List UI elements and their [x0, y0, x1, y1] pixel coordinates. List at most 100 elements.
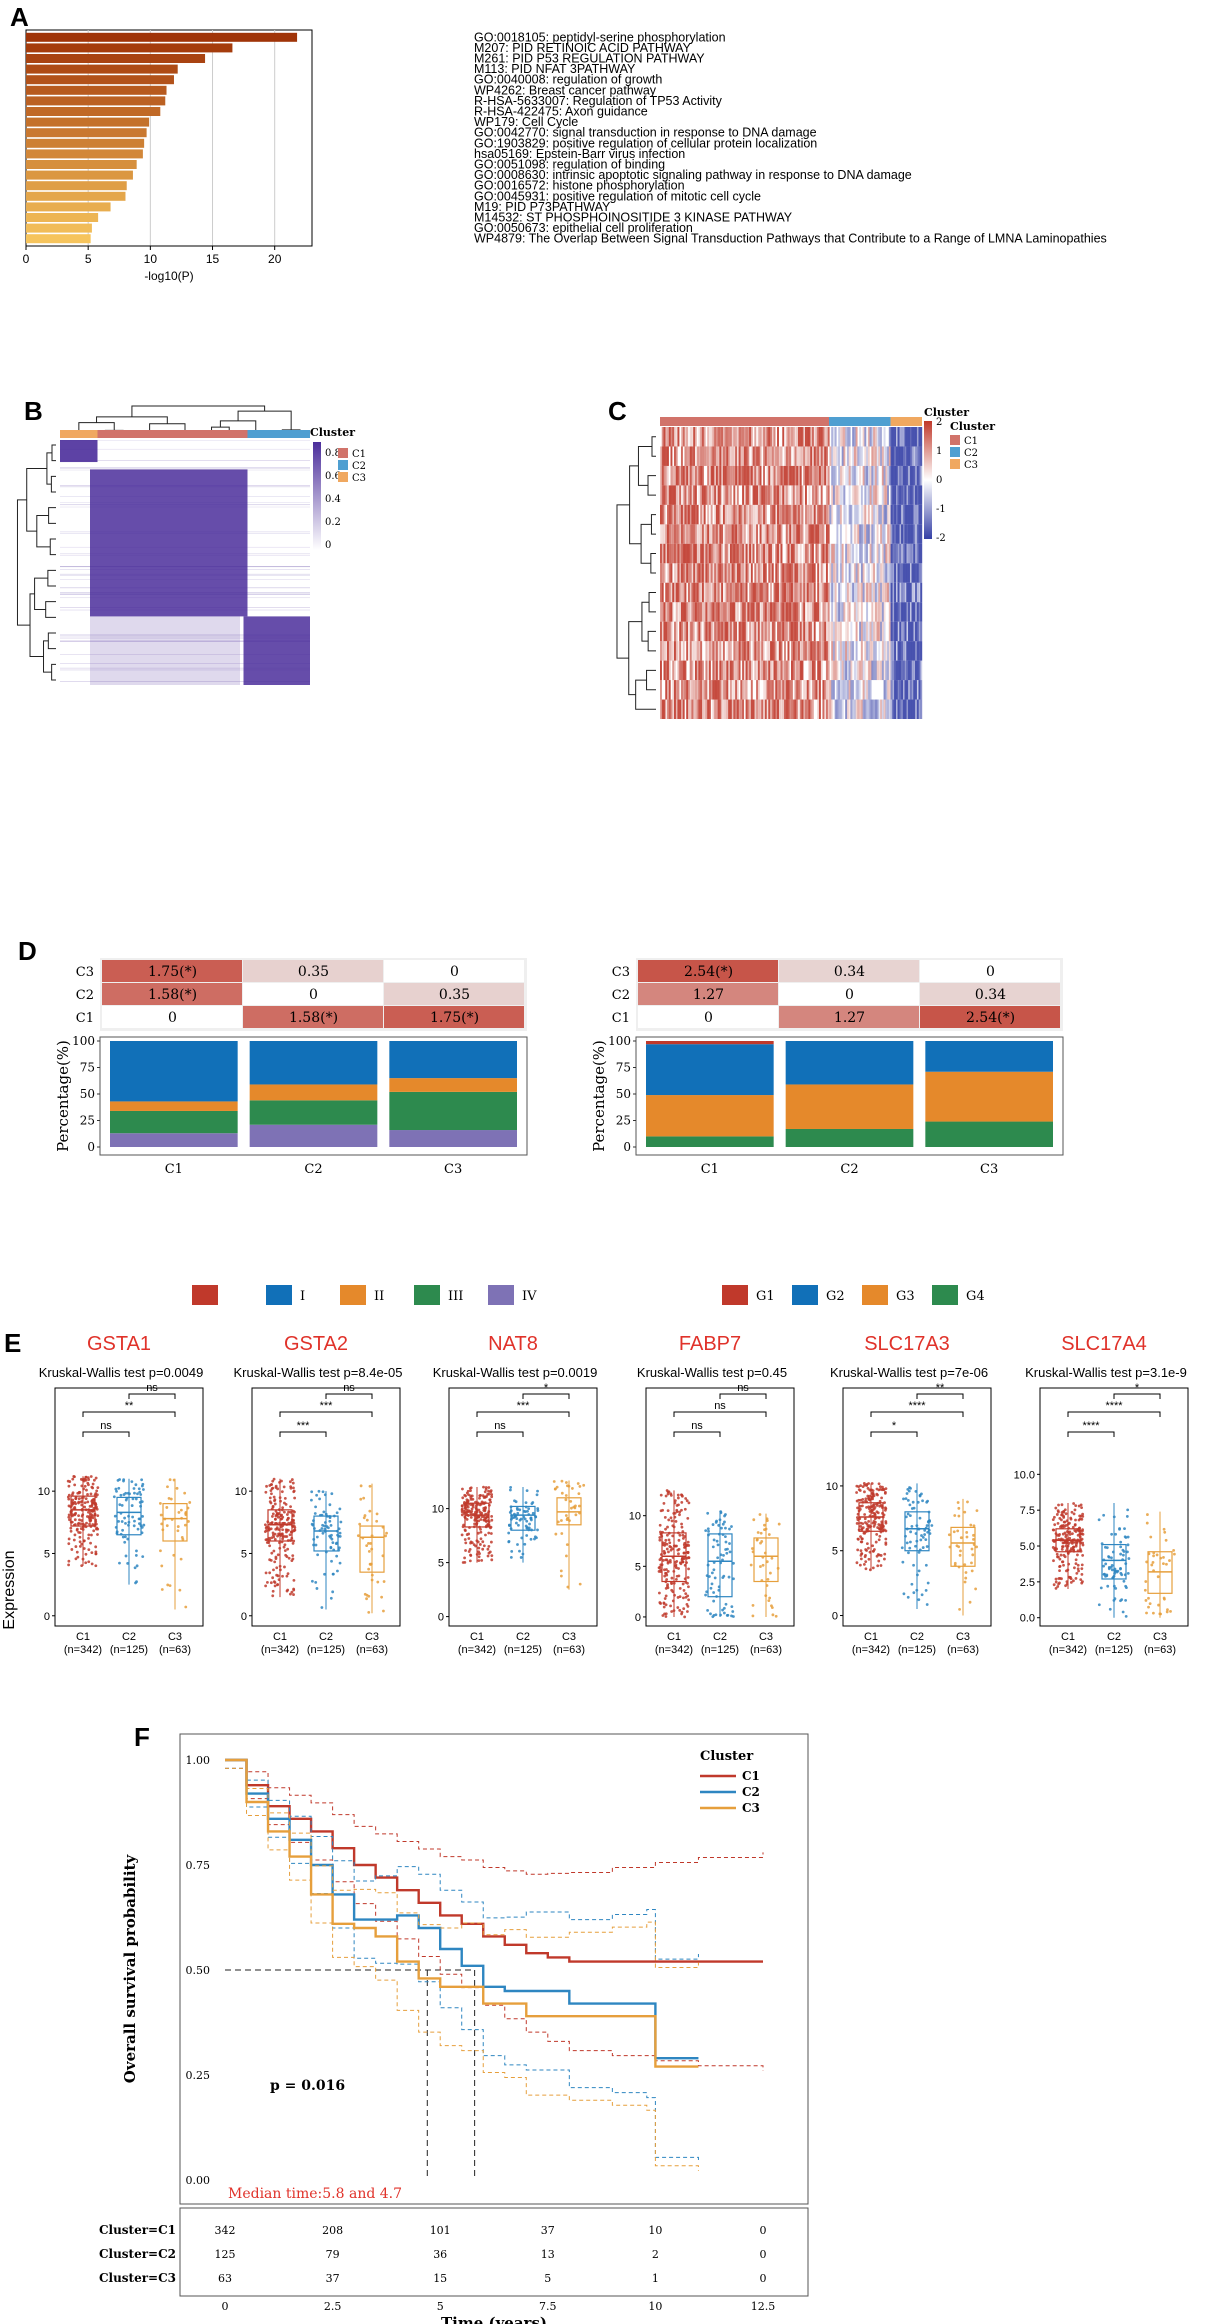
point-c3: [966, 1500, 969, 1504]
point-c1: [678, 1513, 681, 1517]
heat-cell: [808, 504, 811, 525]
point-c1: [286, 1588, 290, 1592]
heat-cell: [693, 504, 696, 525]
heat-cell: [703, 680, 706, 700]
heat-cell: [811, 543, 814, 564]
heat-cell: [726, 485, 729, 505]
heat-cell: [848, 699, 851, 719]
point-c1: [668, 1559, 672, 1562]
point-c1: [680, 1493, 684, 1497]
y-tick-label: 10: [629, 1511, 641, 1523]
heat-cell: [665, 582, 668, 603]
point-c3: [768, 1596, 772, 1600]
point-c3: [956, 1529, 960, 1533]
x-tick-label: C1: [1061, 1631, 1075, 1643]
point-c1: [867, 1505, 871, 1509]
heat-cell: [909, 524, 912, 544]
point-c1: [293, 1510, 296, 1514]
heat-cell: [904, 602, 907, 622]
heat-cell: [845, 660, 848, 681]
heat-cell: [696, 660, 699, 681]
heat-cell: [728, 446, 731, 466]
heat-cell: [918, 602, 921, 622]
risk-value: 0: [760, 2272, 767, 2285]
stack-segment-IV: [249, 1124, 378, 1147]
point-c2: [1120, 1598, 1124, 1601]
point-c1: [667, 1518, 671, 1522]
heat-cell: [784, 602, 786, 622]
heat-cell: [850, 699, 853, 719]
heat-cell: [909, 485, 912, 505]
heat-cell: [717, 660, 720, 681]
heat-cell: [874, 699, 877, 719]
point-c1: [682, 1596, 685, 1600]
heat-cell: [867, 465, 870, 486]
heat-cell: [733, 621, 736, 642]
heat-cell: [787, 602, 790, 622]
heat-cell: [679, 699, 682, 719]
heat-cell: [660, 582, 662, 603]
point-c1: [680, 1508, 683, 1512]
heat-cell: [820, 504, 823, 525]
heat-cell: [904, 582, 907, 603]
heat-cell: [661, 699, 664, 719]
heat-cell: [759, 699, 762, 719]
heat-cell: [686, 485, 689, 505]
point-c1: [686, 1551, 690, 1555]
sig-label: *: [1135, 1382, 1140, 1394]
heat-cell: [729, 524, 732, 544]
heat-cell: [797, 465, 800, 486]
heat-cell: [686, 563, 689, 583]
heat-cell: [864, 427, 867, 447]
heat-cell: [869, 641, 872, 661]
point-c2: [508, 1488, 512, 1492]
point-c1: [70, 1548, 74, 1551]
heat-cell: [818, 602, 821, 622]
heat-cell: [736, 582, 739, 603]
point-c2: [1119, 1540, 1123, 1544]
colorbar: [313, 442, 321, 550]
ci-upper-C2: [225, 1759, 699, 1960]
heat-cell: [742, 680, 745, 700]
heat-cell: [782, 504, 785, 525]
point-c1: [676, 1493, 680, 1497]
point-c1: [1081, 1528, 1084, 1532]
heat-cell: [887, 485, 890, 505]
heat-cell: [895, 680, 898, 700]
point-c2: [132, 1487, 136, 1490]
heat-cell: [775, 446, 778, 466]
point-c1: [1051, 1538, 1055, 1542]
heat-cell: [810, 543, 813, 564]
point-c3: [565, 1481, 568, 1484]
heat-cell: [745, 699, 748, 719]
point-c1: [876, 1493, 879, 1497]
heat-cell: [855, 641, 858, 661]
box: [950, 1526, 976, 1567]
point-c1: [1072, 1512, 1076, 1516]
heat-cell: [672, 543, 675, 564]
heat-cell: [735, 427, 738, 447]
heat-cell: [801, 699, 804, 719]
point-c2: [119, 1493, 123, 1497]
heat-cell: [666, 524, 669, 544]
heat-cell: [742, 660, 745, 681]
table-cell: [779, 983, 919, 1005]
heat-cell: [691, 621, 694, 642]
risk-row-label: Cluster=C2: [99, 2247, 176, 2261]
heat-cell: [766, 602, 769, 622]
cell-value: 0.34: [975, 987, 1006, 1003]
heat-cell: [691, 543, 694, 564]
cluster-annotation-1: [828, 417, 891, 426]
heat-cell: [787, 524, 790, 544]
heat-cell: [775, 543, 778, 564]
heat-cell: [791, 680, 793, 700]
heat-cell: [735, 680, 738, 700]
heat-cell: [832, 446, 835, 466]
point-c1: [664, 1538, 668, 1542]
point-c3: [1156, 1575, 1160, 1579]
heat-cell: [836, 660, 839, 681]
point-c1: [287, 1510, 290, 1514]
point-c2: [920, 1593, 924, 1597]
cell-value: 2.54(*): [684, 964, 733, 980]
heat-cell: [869, 680, 872, 700]
